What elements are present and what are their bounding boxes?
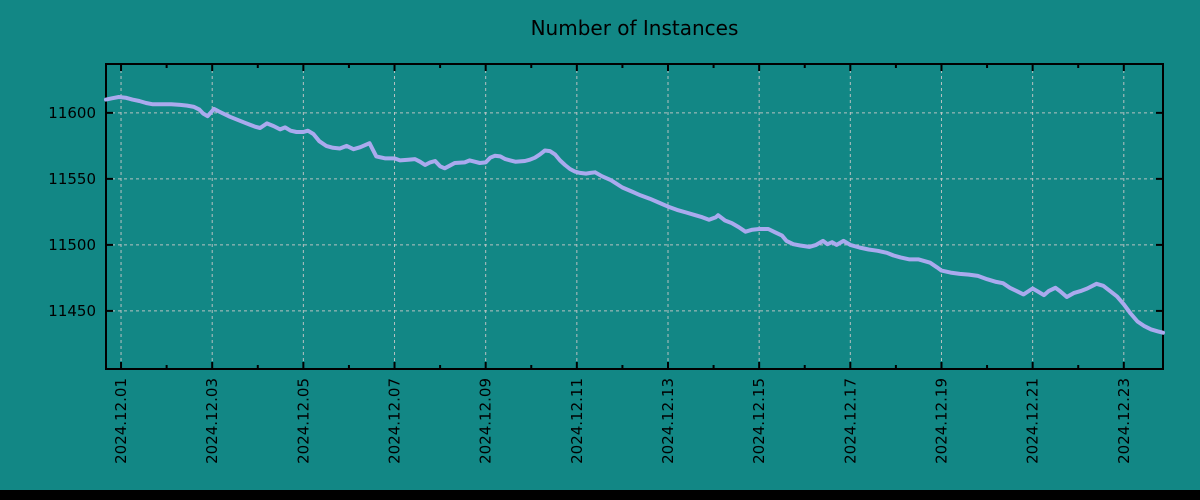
- x-tick-label: 2024.12.21: [1024, 378, 1042, 464]
- x-tick-label: 2024.12.23: [1115, 378, 1133, 464]
- y-tick-label: 11600: [48, 104, 96, 122]
- plot-border: [105, 63, 1164, 370]
- x-tick-label: 2024.12.03: [203, 378, 221, 464]
- y-tick-label: 11550: [48, 170, 96, 188]
- series-line-instances: [104, 95, 1165, 335]
- y-tick-label: 11450: [48, 302, 96, 320]
- chart-title: Number of Instances: [530, 16, 739, 40]
- x-tick-label: 2024.12.15: [750, 378, 768, 464]
- x-tick-label: 2024.12.05: [294, 378, 312, 464]
- x-tick-label: 2024.12.19: [932, 378, 950, 464]
- x-tick-label: 2024.12.09: [477, 378, 495, 464]
- y-tick-label: 11500: [48, 236, 96, 254]
- x-tick-label: 2024.12.07: [386, 378, 404, 464]
- x-tick-label: 2024.12.17: [841, 378, 859, 464]
- taskbar-strip: [0, 490, 1200, 500]
- x-tick-label: 2024.12.13: [659, 378, 677, 464]
- x-tick-label: 2024.12.01: [112, 378, 130, 464]
- x-tick-label: 2024.12.11: [568, 378, 586, 464]
